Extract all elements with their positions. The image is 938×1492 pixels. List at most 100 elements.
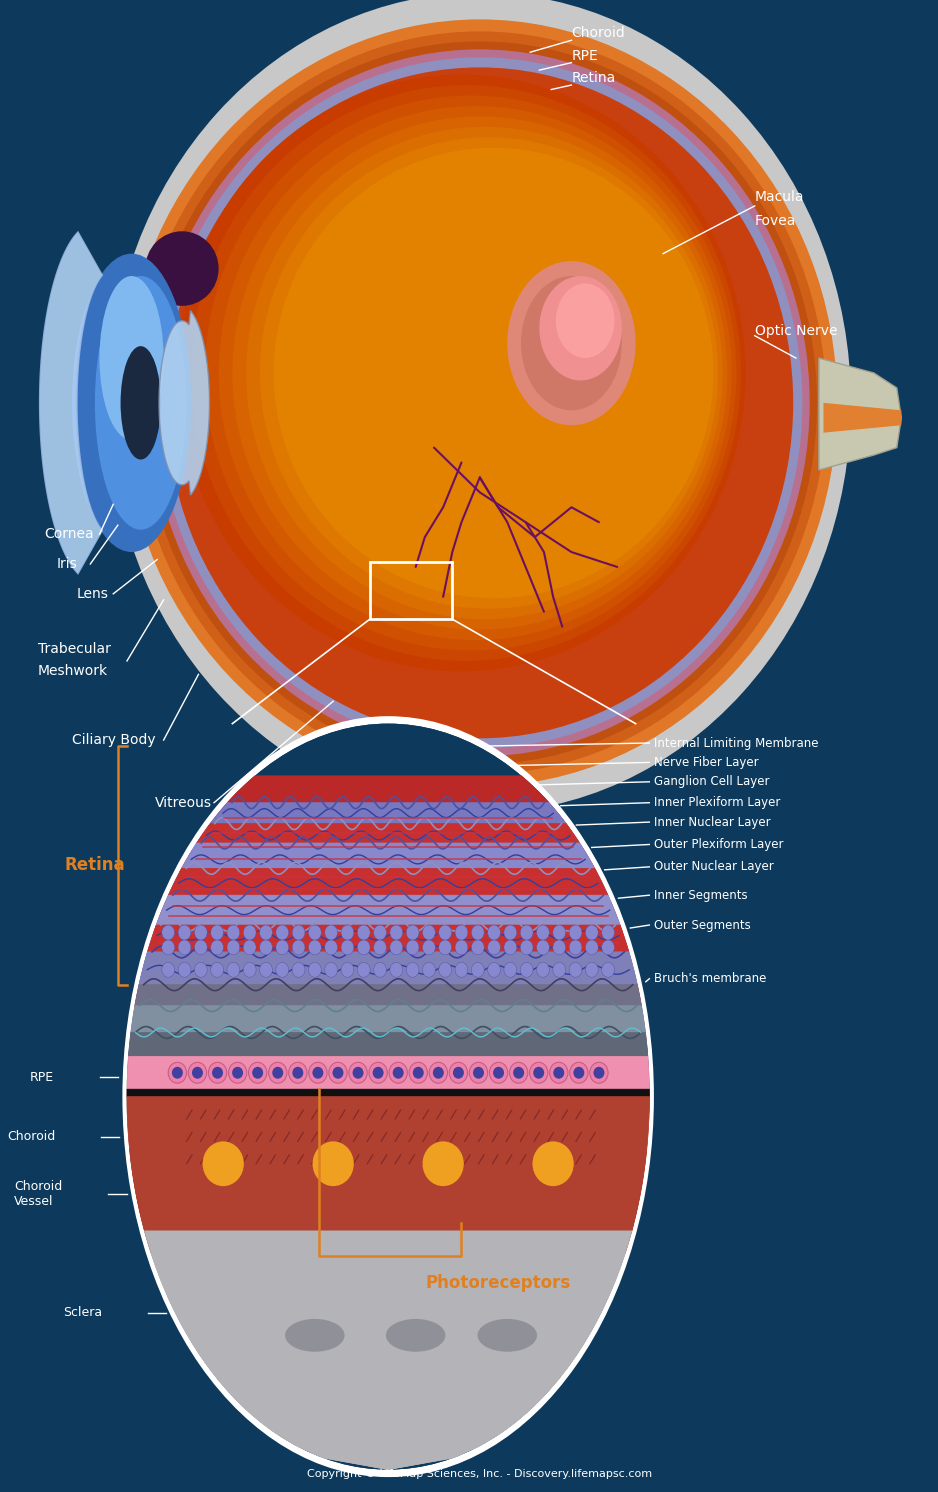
Polygon shape xyxy=(127,1089,649,1097)
Ellipse shape xyxy=(161,925,174,940)
Text: Outer Nuclear Layer: Outer Nuclear Layer xyxy=(654,861,774,873)
Ellipse shape xyxy=(521,276,622,410)
Ellipse shape xyxy=(393,1067,403,1079)
Text: Inner Nuclear Layer: Inner Nuclear Layer xyxy=(654,816,770,828)
Ellipse shape xyxy=(453,1067,464,1079)
Ellipse shape xyxy=(521,962,533,977)
Ellipse shape xyxy=(449,1062,467,1083)
Ellipse shape xyxy=(292,962,305,977)
Ellipse shape xyxy=(145,231,219,306)
Text: Choroid: Choroid xyxy=(571,27,626,40)
Ellipse shape xyxy=(172,1067,183,1079)
Ellipse shape xyxy=(553,1067,565,1079)
Ellipse shape xyxy=(585,962,598,977)
Ellipse shape xyxy=(211,940,223,955)
Text: Ciliary Body: Ciliary Body xyxy=(72,733,156,747)
Ellipse shape xyxy=(289,1062,307,1083)
Ellipse shape xyxy=(150,49,809,756)
Ellipse shape xyxy=(504,925,517,940)
Polygon shape xyxy=(129,1007,647,1044)
Ellipse shape xyxy=(129,27,830,779)
Ellipse shape xyxy=(357,962,371,977)
Ellipse shape xyxy=(422,925,435,940)
Ellipse shape xyxy=(521,925,533,940)
Ellipse shape xyxy=(488,940,501,955)
Ellipse shape xyxy=(178,962,191,977)
Polygon shape xyxy=(165,873,612,903)
Polygon shape xyxy=(135,985,642,1006)
Ellipse shape xyxy=(389,1062,407,1083)
Ellipse shape xyxy=(357,925,371,940)
Polygon shape xyxy=(147,925,628,952)
Ellipse shape xyxy=(537,925,550,940)
Ellipse shape xyxy=(309,1062,327,1083)
Polygon shape xyxy=(182,843,595,868)
Ellipse shape xyxy=(133,31,826,774)
Text: Inner Plexiform Layer: Inner Plexiform Layer xyxy=(654,797,780,809)
Ellipse shape xyxy=(372,1067,384,1079)
Ellipse shape xyxy=(268,1062,287,1083)
Ellipse shape xyxy=(341,962,354,977)
Ellipse shape xyxy=(203,1141,244,1186)
Text: Retina: Retina xyxy=(65,856,125,874)
Ellipse shape xyxy=(530,1062,548,1083)
Ellipse shape xyxy=(243,962,256,977)
Ellipse shape xyxy=(72,254,191,552)
Text: Copyright © LifeMap Sciences, Inc. - Discovery.lifemapsc.com: Copyright © LifeMap Sciences, Inc. - Dis… xyxy=(308,1470,652,1479)
Ellipse shape xyxy=(292,925,305,940)
Ellipse shape xyxy=(141,45,819,761)
Ellipse shape xyxy=(386,1319,446,1352)
Ellipse shape xyxy=(329,1062,347,1083)
Ellipse shape xyxy=(409,1062,428,1083)
Ellipse shape xyxy=(488,925,501,940)
Polygon shape xyxy=(40,233,102,573)
Ellipse shape xyxy=(490,1062,507,1083)
Polygon shape xyxy=(227,776,549,803)
Bar xyxy=(370,562,452,619)
Ellipse shape xyxy=(212,1067,223,1079)
Text: Nerve Fiber Layer: Nerve Fiber Layer xyxy=(654,756,759,768)
Ellipse shape xyxy=(455,940,468,955)
Ellipse shape xyxy=(127,22,833,783)
Ellipse shape xyxy=(158,57,802,749)
Ellipse shape xyxy=(161,962,174,977)
Ellipse shape xyxy=(373,962,386,977)
Ellipse shape xyxy=(121,346,161,460)
Ellipse shape xyxy=(369,1062,387,1083)
Ellipse shape xyxy=(177,75,746,671)
Ellipse shape xyxy=(260,962,272,977)
Ellipse shape xyxy=(233,116,727,630)
Polygon shape xyxy=(197,824,580,843)
Ellipse shape xyxy=(309,962,321,977)
Ellipse shape xyxy=(325,962,338,977)
Polygon shape xyxy=(159,310,209,495)
Ellipse shape xyxy=(390,925,402,940)
Polygon shape xyxy=(210,803,567,824)
Text: RPE: RPE xyxy=(30,1071,54,1083)
Text: Iris: Iris xyxy=(56,557,77,571)
Ellipse shape xyxy=(422,940,435,955)
Ellipse shape xyxy=(276,925,289,940)
Text: Optic Nerve: Optic Nerve xyxy=(755,324,838,339)
Ellipse shape xyxy=(246,127,722,619)
Ellipse shape xyxy=(406,940,419,955)
Ellipse shape xyxy=(455,962,468,977)
Polygon shape xyxy=(129,1032,648,1056)
Ellipse shape xyxy=(406,925,419,940)
Polygon shape xyxy=(179,850,598,873)
Ellipse shape xyxy=(513,1067,524,1079)
Ellipse shape xyxy=(122,716,654,1477)
Ellipse shape xyxy=(357,940,371,955)
Ellipse shape xyxy=(208,1062,227,1083)
Ellipse shape xyxy=(430,1062,447,1083)
Ellipse shape xyxy=(601,925,614,940)
Ellipse shape xyxy=(95,276,187,530)
Polygon shape xyxy=(127,1056,649,1089)
Ellipse shape xyxy=(585,925,598,940)
Polygon shape xyxy=(154,903,623,932)
Ellipse shape xyxy=(390,962,402,977)
Ellipse shape xyxy=(585,940,598,955)
Polygon shape xyxy=(127,1089,649,1119)
Ellipse shape xyxy=(473,1067,484,1079)
Polygon shape xyxy=(157,895,620,925)
